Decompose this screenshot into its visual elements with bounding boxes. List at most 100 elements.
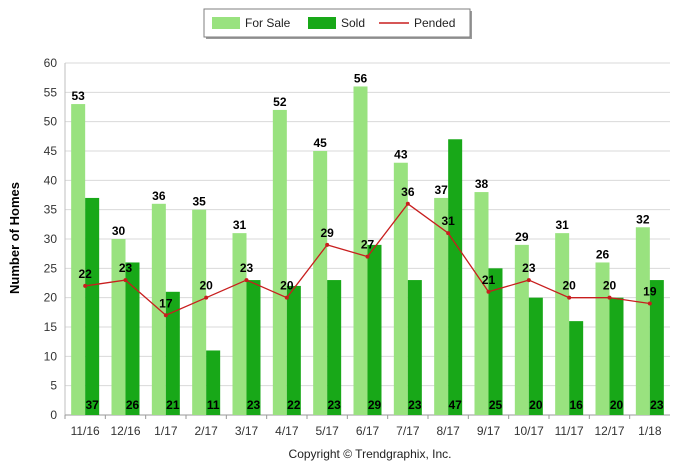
- sold-value-label: 23: [408, 398, 422, 412]
- x-tick-label: 12/16: [110, 424, 140, 438]
- pended-value-label: 22: [78, 267, 92, 281]
- x-tick-label: 7/17: [396, 424, 420, 438]
- y-tick-label: 30: [44, 232, 58, 246]
- sold-bar: [246, 280, 261, 415]
- x-tick-label: 1/17: [154, 424, 178, 438]
- y-tick-label: 35: [44, 203, 58, 217]
- pended-point: [647, 301, 652, 306]
- pended-value-label: 23: [240, 261, 254, 275]
- x-tick-label: 5/17: [315, 424, 339, 438]
- pended-value-label: 17: [159, 296, 173, 310]
- for-sale-value-label: 31: [233, 218, 247, 232]
- pended-value-label: 27: [361, 238, 375, 252]
- x-tick-label: 10/17: [514, 424, 544, 438]
- pended-value-label: 29: [320, 226, 334, 240]
- for-sale-bar: [555, 233, 570, 415]
- sold-value-label: 22: [287, 398, 301, 412]
- for-sale-bar: [514, 244, 529, 415]
- sold-bar: [448, 139, 463, 415]
- x-tick-label: 6/17: [356, 424, 380, 438]
- pended-point: [567, 295, 572, 300]
- sold-bar: [327, 280, 342, 415]
- for-sale-value-label: 30: [112, 224, 126, 238]
- sold-bar: [528, 297, 543, 415]
- pended-line: [83, 201, 652, 318]
- y-tick-label: 55: [44, 85, 58, 99]
- pended-point: [325, 242, 330, 247]
- sold-value-label: 20: [610, 398, 624, 412]
- pended-value-label: 20: [199, 279, 213, 293]
- for-sale-bar: [232, 233, 247, 415]
- pended-value-label: 36: [401, 185, 415, 199]
- for-sale-value-label: 35: [192, 195, 206, 209]
- sold-value-label: 47: [448, 398, 462, 412]
- sold-value-label: 16: [569, 398, 583, 412]
- pended-value-label: 20: [562, 279, 576, 293]
- legend-label-sold: Sold: [341, 16, 365, 30]
- sold-bar: [407, 280, 422, 415]
- pended-value-label: 31: [441, 214, 455, 228]
- pended-point: [204, 295, 209, 300]
- pended-point: [284, 295, 289, 300]
- for-sale-value-label: 26: [596, 247, 610, 261]
- pended-point: [486, 289, 491, 294]
- bars: [71, 86, 664, 416]
- sold-bar: [649, 280, 664, 415]
- y-tick-label: 40: [44, 173, 58, 187]
- for-sale-bar: [474, 192, 489, 415]
- sold-value-label: 21: [166, 398, 180, 412]
- sold-value-label: 23: [327, 398, 341, 412]
- sold-value-label: 25: [489, 398, 503, 412]
- for-sale-bar: [272, 109, 287, 415]
- legend-label-for-sale: For Sale: [245, 16, 291, 30]
- for-sale-value-label: 31: [555, 218, 569, 232]
- sold-bar: [609, 297, 624, 415]
- y-tick-label: 20: [44, 291, 58, 305]
- for-sale-bar: [393, 162, 408, 415]
- x-tick-label: 3/17: [235, 424, 259, 438]
- for-sale-bar: [111, 239, 126, 415]
- pended-value-label: 20: [280, 279, 294, 293]
- sold-value-label: 37: [85, 398, 99, 412]
- copyright-text: Copyright © Trendgraphix, Inc.: [289, 447, 452, 461]
- sold-value-label: 23: [247, 398, 261, 412]
- x-tick-label: 2/17: [194, 424, 218, 438]
- for-sale-bar: [595, 262, 610, 415]
- pended-point: [83, 283, 88, 288]
- for-sale-bar: [313, 151, 328, 415]
- sold-value-label: 26: [126, 398, 140, 412]
- x-tick-label: 9/17: [477, 424, 501, 438]
- sold-value-label: 23: [650, 398, 664, 412]
- for-sale-value-label: 38: [475, 177, 489, 191]
- sold-value-label: 29: [368, 398, 382, 412]
- for-sale-value-label: 32: [636, 212, 650, 226]
- y-axis-title: Number of Homes: [7, 182, 22, 294]
- for-sale-bar: [635, 227, 650, 415]
- y-tick-label: 0: [50, 408, 57, 422]
- legend: For Sale Sold Pended: [203, 8, 472, 39]
- y-tick-label: 45: [44, 144, 58, 158]
- for-sale-value-label: 36: [152, 189, 166, 203]
- sold-value-label: 11: [207, 398, 220, 412]
- legend-label-pended: Pended: [414, 16, 455, 30]
- for-sale-value-label: 53: [71, 89, 85, 103]
- pended-value-label: 23: [119, 261, 133, 275]
- y-tick-label: 25: [44, 261, 58, 275]
- y-tick-label: 50: [44, 115, 58, 129]
- x-tick-label: 4/17: [275, 424, 299, 438]
- pended-value-label: 19: [643, 285, 657, 299]
- x-tick-label: 8/17: [436, 424, 460, 438]
- legend-swatch-for-sale: [212, 17, 240, 29]
- sold-bar: [367, 244, 382, 415]
- for-sale-bar: [434, 197, 449, 415]
- for-sale-value-label: 43: [394, 148, 408, 162]
- y-tick-label: 15: [44, 320, 58, 334]
- legend-box: [203, 8, 471, 38]
- y-axis: 0 5 10 15 20 25 30 35 40 45 50 55 60: [44, 56, 58, 422]
- pended-point: [446, 231, 451, 236]
- pended-point: [365, 254, 370, 259]
- pended-value-label: 23: [522, 261, 536, 275]
- for-sale-bar: [353, 86, 368, 415]
